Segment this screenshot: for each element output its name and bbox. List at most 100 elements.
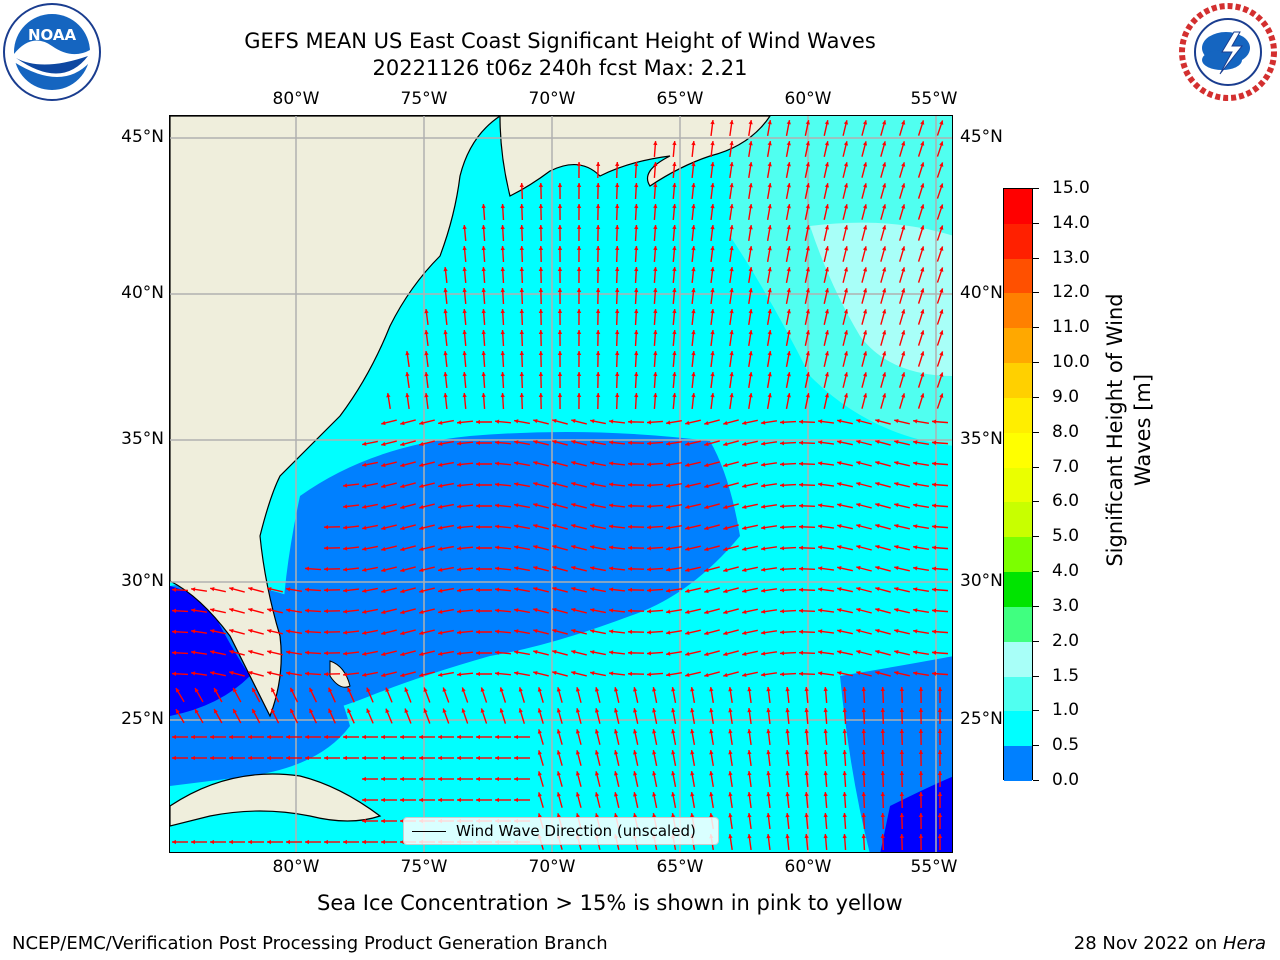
wave-direction-arrow-head [899,687,905,692]
lon-tick-top-65w: 65°W [656,89,704,109]
wave-direction-arrow-head [723,630,728,636]
wave-direction-arrow-head [519,225,524,230]
wave-direction-arrow-head [899,729,905,734]
wave-direction-arrow-head [901,141,906,146]
wave-direction-arrow-head [500,309,505,314]
wave-direction-arrow-head [704,546,709,552]
wave-direction-arrow-head [920,288,925,293]
wave-direction-arrow-head [366,708,371,714]
wave-direction-arrow-head [761,546,766,551]
wave-direction-arrow-head [748,351,753,356]
wave-direction-arrow-head [381,734,385,740]
wave-direction-arrow-head [653,267,658,272]
wave-direction-arrow-head [571,607,576,613]
colorbar-tick-mark [1033,675,1039,677]
wave-direction-arrow-head [920,330,925,335]
wave-direction-arrow-head [305,608,310,613]
wave-direction-arrow-head [248,734,252,740]
wave-direction-arrow-head [634,393,639,398]
wave-direction-arrow-head [381,567,386,573]
wave-direction-arrow-head [419,546,424,552]
wave-direction-arrow-head [856,586,861,592]
wave-direction-arrow-head [571,460,576,466]
wave-direction-arrow-head [609,566,614,571]
wave-direction-arrow-head [818,419,823,424]
wave-direction-arrow-head [495,503,500,508]
wave-direction-arrow-head [913,503,918,508]
wave-direction-arrow-head [742,672,747,677]
wave-direction-arrow-head [400,441,405,447]
wave-direction-arrow-head [856,565,861,571]
wave-direction-arrow-head [786,246,791,251]
wave-direction-arrow-head [761,588,766,593]
wave-direction-arrow-head [595,351,601,356]
wave-direction-arrow-head [742,588,747,593]
wave-direction-arrow-head [362,483,367,488]
wave-direction-arrow-head [785,729,790,734]
wave-direction-arrow-head [824,351,830,356]
lat-tick-left-45n: 45°N [121,127,164,147]
wave-direction-arrow-head [343,651,348,656]
land-eastern-us [170,116,502,718]
wave-direction-arrow-head [248,839,252,845]
wave-direction-arrow-head [594,771,600,776]
wave-direction-arrow-head [710,162,715,167]
colorbar-segment [1004,258,1032,294]
wave-direction-arrow-head [780,630,785,635]
wave-direction-arrow-head [761,567,766,572]
wave-direction-arrow-head [576,162,582,166]
wave-direction-arrow-head [590,671,595,676]
wave-direction-arrow-head [647,525,652,530]
wave-direction-arrow-head [481,309,486,314]
wave-direction-arrow-head [842,687,847,692]
wave-direction-arrow-head [286,671,291,676]
wave-direction-arrow-head [381,609,386,615]
colorbar-tick-mark [1033,431,1039,433]
wave-direction-arrow-head [362,567,367,572]
wave-direction-arrow-head [862,288,868,293]
wave-direction-arrow-head [575,708,581,713]
wave-direction-arrow-head [671,750,676,755]
wave-direction-arrow-head [818,629,823,634]
lat-tick-right-30n: 30°N [960,571,1003,591]
wave-direction-arrow-head [628,440,633,446]
wave-direction-arrow-head [882,351,887,356]
wave-direction-arrow-head [882,162,887,167]
wave-direction-arrow-head [571,565,576,571]
wave-direction-arrow-head [842,771,847,776]
wave-direction-arrow-head [882,309,887,314]
wave-direction-arrow-head [324,566,329,572]
wave-direction-arrow-head [875,481,880,487]
wave-direction-arrow-head [837,461,842,466]
wave-direction-arrow-head [767,225,772,230]
wave-direction-arrow-head [666,546,671,551]
wave-direction-arrow-head [691,162,696,167]
wave-direction-arrow-head [766,708,771,713]
wave-direction-arrow-head [324,650,329,656]
wave-direction-arrow-head [728,687,733,692]
wave-direction-arrow-head [913,440,918,445]
wave-direction-arrow-head [728,813,733,818]
wave-direction-arrow-head [495,587,500,592]
wave-direction-arrow-head [901,204,906,209]
wave-direction-arrow-head [729,162,734,167]
wave-direction-arrow-head [939,120,944,125]
wave-direction-arrow-head [476,587,480,593]
wave-direction-arrow-head [823,750,828,755]
wave-direction-arrow-head [823,792,828,797]
wave-direction-arrow-head [495,650,500,655]
wave-direction-arrow-head [324,734,328,740]
colorbar-tick-mark [1033,710,1039,712]
run-date-text: 28 Nov 2022 on [1073,933,1223,954]
wave-direction-arrow-head [438,797,442,803]
wave-direction-arrow-head [818,524,823,529]
wave-direction-arrow-head [824,267,830,272]
wave-direction-arrow-head [824,225,830,230]
wave-direction-arrow-head [913,566,918,571]
wave-direction-arrow-head [557,225,563,229]
wave-direction-arrow-head [594,729,600,734]
wave-direction-arrow-head [780,504,785,509]
wave-direction-arrow-head [615,183,620,188]
wave-direction-arrow-head [633,750,638,755]
wave-direction-arrow-head [780,546,785,551]
